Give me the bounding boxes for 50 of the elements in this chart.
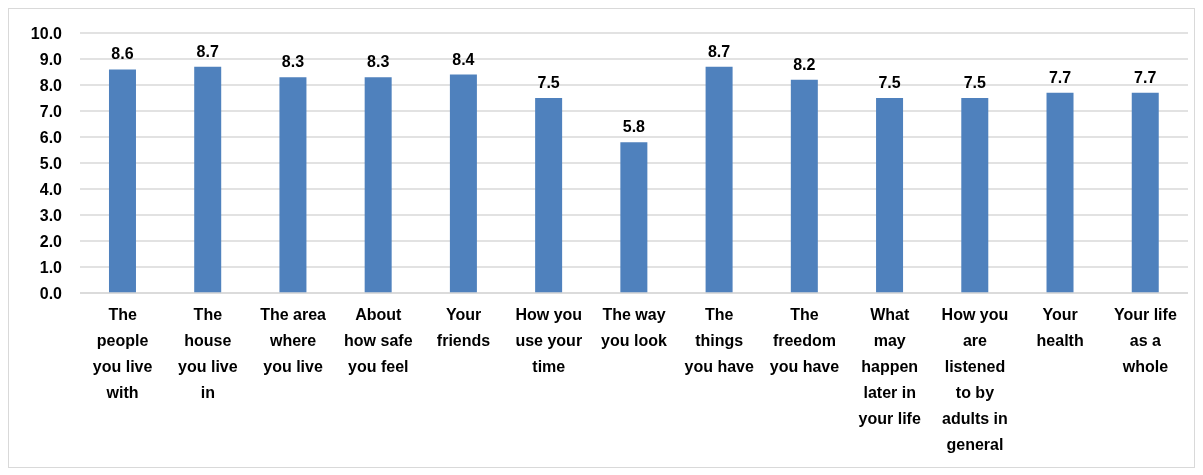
bar [961,98,989,293]
y-tick-label: 2.0 [39,232,63,250]
data-label: 8.7 [196,42,219,60]
data-label: 8.3 [367,53,390,71]
y-tick-label: 4.0 [39,180,63,198]
bar [279,77,307,293]
x-tick-label: Your friends [436,306,491,350]
bar [1046,92,1074,293]
data-label: 7.7 [1134,68,1157,86]
y-tick-label: 6.0 [39,128,63,146]
y-tick-label: 10.0 [30,24,63,42]
x-tick-label: The people you live with [92,306,153,402]
bar [705,66,733,293]
y-tick-label: 1.0 [39,258,63,276]
data-label: 7.5 [878,74,901,91]
bar [535,98,563,293]
x-tick-label: Your life as a whole [1113,306,1177,376]
bar [620,142,648,293]
x-tick-label: The way you look [601,306,667,350]
x-tick-label: About how safe you feel [344,306,413,376]
y-tick-label: 3.0 [39,206,63,224]
bar [876,98,904,293]
x-tick-label: How you use your time [515,306,583,376]
y-tick-label: 9.0 [39,50,63,68]
x-tick-label: Your health [1036,306,1084,350]
y-tick-label: 8.0 [39,76,63,94]
bar [108,69,136,293]
data-label: 8.6 [111,45,134,63]
y-tick-label: 5.0 [39,154,63,172]
bar [364,77,392,293]
data-label: 8.7 [707,42,731,60]
x-tick-label: The area where you live [260,306,327,376]
bar [1131,92,1159,293]
bar [449,74,477,293]
data-label: 8.3 [281,53,305,71]
x-tick-label: What may happen later in your life [858,306,921,428]
bar [194,66,222,293]
x-tick-label: The freedom you have [769,306,840,376]
data-label: 5.8 [622,118,646,136]
data-label: 7.5 [963,74,986,91]
data-label: 8.2 [793,55,816,73]
bar [790,79,818,293]
x-tick-label: How you are listened to by adults in general [941,306,1009,454]
x-tick-label: The house you live in [178,306,238,402]
data-label: 7.5 [537,74,560,91]
data-label: 8.4 [452,50,475,68]
y-tick-label: 7.0 [39,102,63,120]
x-tick-label: The things you have [684,306,755,376]
data-label: 7.7 [1048,68,1072,86]
y-tick-label: 0.0 [39,284,63,302]
